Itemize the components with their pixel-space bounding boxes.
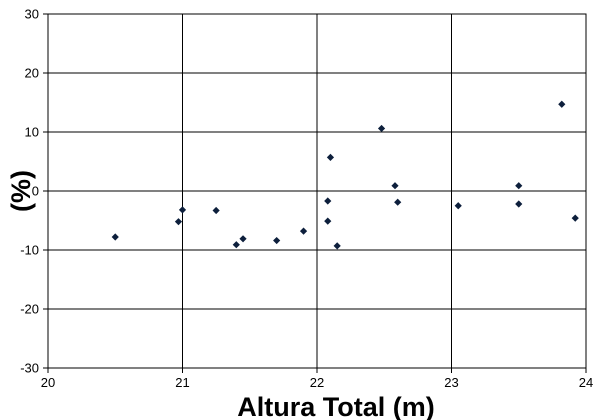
grid-lines (48, 14, 586, 368)
y-axis-title: (%) (6, 170, 36, 212)
data-point (239, 235, 247, 243)
x-axis-ticks: 20 21 22 23 24 (41, 368, 593, 390)
y-tick-label: 20 (25, 66, 39, 81)
data-point (324, 217, 332, 225)
x-tick-label: 23 (444, 375, 458, 390)
data-point (377, 124, 386, 133)
data-point (174, 218, 183, 226)
data-point (324, 197, 332, 205)
data-point (111, 233, 119, 241)
data-point (299, 227, 308, 235)
data-point (515, 200, 523, 208)
data-point (394, 198, 402, 206)
data-point (232, 241, 240, 249)
data-point (212, 206, 220, 215)
data-point (515, 182, 523, 190)
x-tick-label: 20 (41, 375, 55, 390)
data-point (333, 242, 341, 250)
data-point (178, 206, 187, 214)
y-axis-ticks: -30 -20 -10 0 10 20 30 (20, 7, 48, 376)
data-point (273, 236, 281, 245)
data-point (454, 202, 462, 210)
data-points (111, 100, 579, 250)
x-tick-label: 24 (579, 375, 593, 390)
data-point (391, 182, 399, 190)
y-tick-label: -10 (20, 243, 39, 258)
x-tick-label: 22 (310, 375, 324, 390)
y-tick-label: -30 (20, 361, 39, 376)
y-tick-label: 30 (25, 7, 39, 22)
y-tick-label: -20 (20, 302, 39, 317)
data-point (571, 214, 579, 222)
data-point (558, 100, 566, 108)
data-point (326, 153, 335, 161)
x-tick-label: 21 (175, 375, 189, 390)
y-tick-label: 0 (32, 184, 39, 199)
x-axis-title: Altura Total (m) (237, 392, 435, 420)
y-tick-label: 10 (25, 125, 39, 140)
